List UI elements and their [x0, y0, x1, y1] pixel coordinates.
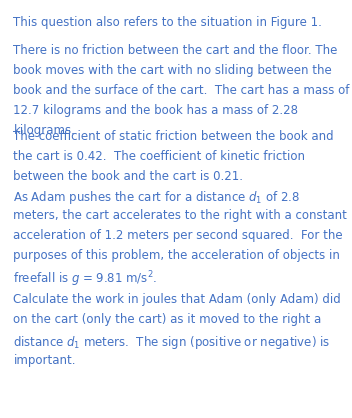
Text: purposes of this problem, the acceleration of objects in: purposes of this problem, the accelerati… [13, 249, 340, 262]
Text: meters, the cart accelerates to the right with a constant: meters, the cart accelerates to the righ… [13, 209, 347, 222]
Text: book and the surface of the cart.  The cart has a mass of: book and the surface of the cart. The ca… [13, 84, 350, 97]
Text: freefall is $g$ = 9.81 m/s$^2$.: freefall is $g$ = 9.81 m/s$^2$. [13, 269, 158, 289]
Text: book moves with the cart with no sliding between the: book moves with the cart with no sliding… [13, 64, 332, 77]
Text: As Adam pushes the cart for a distance $d_1$ of 2.8: As Adam pushes the cart for a distance $… [13, 189, 300, 206]
Text: 12.7 kilograms and the book has a mass of 2.28: 12.7 kilograms and the book has a mass o… [13, 104, 298, 117]
Text: There is no friction between the cart and the floor. The: There is no friction between the cart an… [13, 44, 338, 57]
Text: acceleration of 1.2 meters per second squared.  For the: acceleration of 1.2 meters per second sq… [13, 229, 343, 242]
Text: between the book and the cart is 0.21.: between the book and the cart is 0.21. [13, 170, 243, 183]
Text: Calculate the work in joules that Adam (only Adam) did: Calculate the work in joules that Adam (… [13, 293, 341, 306]
Text: The coefficient of static friction between the book and: The coefficient of static friction betwe… [13, 130, 334, 143]
Text: kilograms.: kilograms. [13, 124, 75, 137]
Text: on the cart (only the cart) as it moved to the right a: on the cart (only the cart) as it moved … [13, 314, 322, 326]
Text: the cart is 0.42.  The coefficient of kinetic friction: the cart is 0.42. The coefficient of kin… [13, 150, 306, 163]
Text: This question also refers to the situation in Figure 1.: This question also refers to the situati… [13, 16, 322, 29]
Text: distance $d_1$ meters.  The sign (positive or negative) is: distance $d_1$ meters. The sign (positiv… [13, 334, 331, 351]
Text: important.: important. [13, 354, 76, 367]
